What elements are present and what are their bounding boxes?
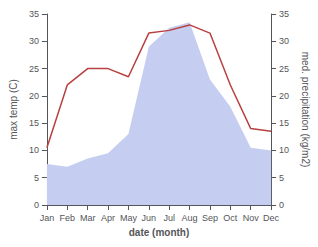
svg-text:Jun: Jun xyxy=(142,213,157,223)
svg-text:Dec: Dec xyxy=(263,213,280,223)
svg-text:Mar: Mar xyxy=(80,213,96,223)
svg-text:35: 35 xyxy=(279,9,289,19)
svg-text:Nov: Nov xyxy=(243,213,260,223)
svg-text:Aug: Aug xyxy=(182,213,198,223)
svg-text:Jan: Jan xyxy=(40,213,55,223)
svg-text:Sep: Sep xyxy=(202,213,218,223)
svg-text:10: 10 xyxy=(279,145,289,155)
svg-text:date (month): date (month) xyxy=(129,227,190,238)
svg-text:30: 30 xyxy=(279,36,289,46)
svg-text:May: May xyxy=(120,213,138,223)
svg-text:Jul: Jul xyxy=(163,213,175,223)
svg-text:med. precipitation (kg/m2): med. precipitation (kg/m2) xyxy=(300,52,311,168)
svg-text:25: 25 xyxy=(279,64,289,74)
svg-text:20: 20 xyxy=(279,91,289,101)
svg-text:0: 0 xyxy=(279,200,284,210)
svg-text:35: 35 xyxy=(29,9,39,19)
svg-text:5: 5 xyxy=(34,173,39,183)
svg-text:20: 20 xyxy=(29,91,39,101)
svg-text:Oct: Oct xyxy=(223,213,238,223)
svg-text:15: 15 xyxy=(279,118,289,128)
svg-text:max temp (C): max temp (C) xyxy=(8,79,19,140)
svg-text:10: 10 xyxy=(29,145,39,155)
svg-text:0: 0 xyxy=(34,200,39,210)
svg-text:Apr: Apr xyxy=(101,213,115,223)
svg-text:Feb: Feb xyxy=(60,213,76,223)
svg-text:30: 30 xyxy=(29,36,39,46)
svg-text:15: 15 xyxy=(29,118,39,128)
svg-text:5: 5 xyxy=(279,173,284,183)
svg-text:25: 25 xyxy=(29,64,39,74)
